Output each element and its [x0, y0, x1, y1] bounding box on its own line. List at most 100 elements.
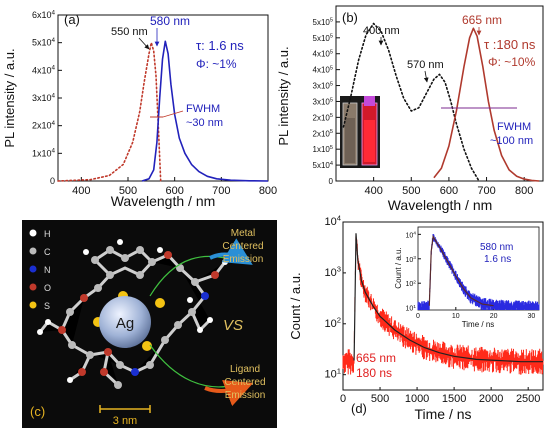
panel-d: 0 500 1000 1500 2000 2500 101 102 103 104 Time / …: [288, 214, 544, 422]
x-tick-label: 800: [515, 185, 533, 197]
panel-b-em-peak: 665 nm: [462, 13, 502, 27]
x-tick-label: 20: [490, 313, 498, 320]
legend-c: C: [44, 247, 51, 257]
panel-b-xlabel: Wavelength / nm: [388, 197, 493, 213]
series-line-excitation: [342, 22, 480, 182]
y-tick-label: 1x105: [313, 145, 333, 154]
panel-a-ticks: 400 500 600 700 800 0 1x104 2x104 3x104 4x104 5x10…: [32, 9, 277, 197]
panel-a-fwhm-leader: [162, 110, 184, 118]
x-tick-label: 400: [72, 185, 90, 197]
series-line-excitation: [57, 41, 162, 182]
y-tick-label: 4x105: [313, 65, 333, 74]
metal-arrow: [209, 238, 253, 265]
inset-frame: [417, 226, 540, 311]
y-tick-label: 2x105: [313, 129, 333, 138]
x-tick-label: 600: [165, 185, 183, 197]
y-tick-label: 3x105: [313, 97, 333, 106]
y-tick-label: 0: [329, 177, 334, 186]
legend-o: O: [44, 283, 51, 293]
x-tick-label: 500: [402, 185, 420, 197]
panel-a-xlabel: Wavelength / nm: [111, 193, 216, 209]
panel-b-tau: τ :180 ns: [484, 37, 536, 52]
panel-b-series: [342, 22, 540, 182]
panel-b: 400 500 600 700 800 0 5x104 1x105 2x105 2x105 3x10…: [276, 5, 544, 213]
molecule-atoms: [37, 239, 228, 389]
panel-b-frame: [335, 5, 544, 182]
y-tick-label: 3x104: [32, 92, 56, 103]
y-tick-label: 1x104: [32, 148, 56, 159]
x-tick-label: 30: [528, 313, 536, 320]
panel-a-series: [57, 40, 269, 182]
series-line-emission: [433, 27, 540, 182]
series-line-emission: [141, 40, 269, 182]
ag-label: Ag: [116, 315, 134, 332]
panel-a-ylabel: PL intensity / a.u.: [2, 48, 17, 147]
y-tick-label: 5x105: [313, 34, 333, 43]
y-tick-label: 5x104: [313, 161, 333, 170]
x-tick-label: 10: [452, 313, 460, 320]
panel-d-ylabel: Count / a.u.: [288, 272, 303, 339]
ligand-label-2: Centered: [224, 377, 265, 388]
x-tick-label: 400: [364, 185, 382, 197]
y-tick-label: 101: [324, 366, 341, 380]
panel-b-ex2-arrow: [423, 70, 429, 83]
panel-b-ylabel: PL intensity / a.u.: [276, 46, 291, 145]
panel-a-phi: Φ: ~1%: [196, 57, 237, 71]
vial-photo: [340, 96, 380, 168]
scale-bar-label: 3 nm: [113, 415, 137, 427]
panel-d-frame: [342, 221, 544, 391]
y-tick-label: 4x104: [32, 65, 56, 76]
panel-b-fwhm: FWHM: [497, 121, 531, 133]
y-tick-label: 103: [405, 255, 416, 264]
x-tick-label: 1500: [442, 393, 466, 405]
ligand-arrow: [204, 379, 254, 407]
inset-lifetime: 1.6 ns: [484, 254, 511, 265]
sulfur-atom: [142, 341, 152, 351]
decay-fit: [353, 233, 543, 363]
panel-a-fwhm: FWHM: [186, 103, 220, 115]
panel-d-wavelength: 665 nm: [356, 351, 396, 365]
x-tick-label: 700: [477, 185, 495, 197]
inset-series: [417, 234, 540, 310]
panel-a: 400 500 600 700 800 0 1x104 2x104 3x104 4x104 5x10…: [2, 9, 277, 209]
inset-wavelength: 580 nm: [480, 242, 513, 253]
panel-a-em-peak: 580 nm: [150, 14, 190, 28]
y-tick-label: 102: [405, 279, 416, 288]
y-tick-label: 104: [405, 231, 416, 240]
atom-legend: H C N O S: [29, 229, 51, 311]
panel-d-xlabel: Time / ns: [414, 406, 471, 422]
metal-label-1: Metal: [231, 228, 255, 239]
metal-label-2: Centered: [222, 241, 263, 252]
panel-b-phi: Φ: ~10%: [488, 55, 536, 69]
panel-d-series: [342, 233, 544, 375]
panel-c: Ag H C N O S Metal Centered Emission VS …: [22, 220, 277, 428]
inset-xlabel: Time / ns: [462, 320, 495, 329]
panel-d-label: (d): [351, 401, 367, 416]
sulfur-atom: [155, 298, 165, 308]
inset-ylabel: Count / a.u.: [394, 247, 403, 288]
panel-c-label: (c): [30, 404, 45, 419]
y-tick-label: 104: [324, 214, 341, 228]
legend-n: N: [44, 265, 51, 275]
y-tick-label: 0: [50, 176, 55, 186]
x-tick-label: 2000: [479, 393, 503, 405]
x-tick-label: 0: [340, 393, 346, 405]
x-tick-label: 800: [259, 185, 277, 197]
panel-b-fwhm-value: ~100 nm: [490, 135, 533, 147]
ligand-label-3: Emission: [225, 390, 266, 401]
y-tick-label: 4x105: [313, 50, 333, 59]
legend-h: H: [44, 229, 51, 239]
panel-b-ex1-peak: 400 nm: [363, 25, 400, 37]
panel-d-lifetime: 180 ns: [356, 366, 392, 380]
y-tick-label: 103: [324, 264, 341, 278]
panel-a-ex-peak: 550 nm: [111, 26, 148, 38]
y-tick-label: 6x104: [32, 9, 56, 20]
ag-sphere: [99, 296, 151, 348]
metal-label-3: Emission: [223, 254, 264, 265]
y-tick-label: 2x104: [32, 120, 56, 131]
panel-a-ex-arrow: [138, 37, 150, 50]
panel-a-fwhm-value: ~30 nm: [186, 117, 223, 129]
x-tick-label: 700: [212, 185, 230, 197]
x-tick-label: 1000: [405, 393, 429, 405]
